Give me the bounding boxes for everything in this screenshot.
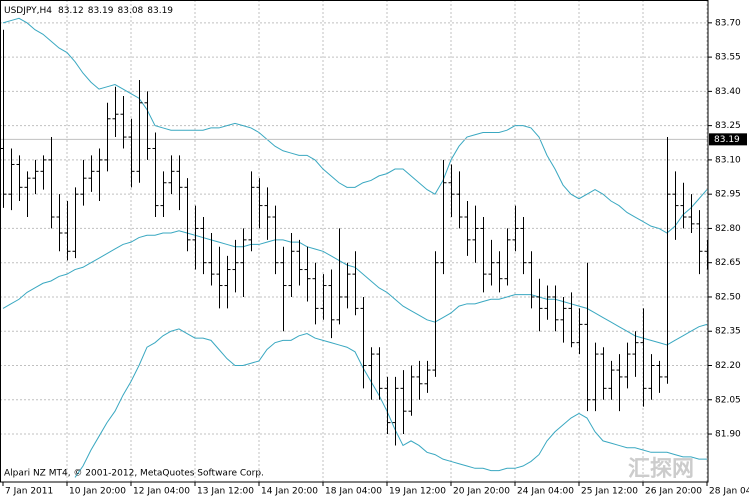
x-tick-label: 13 Jan 12:00 — [197, 487, 254, 497]
y-tick-label: 82.50 — [715, 292, 741, 302]
header-value: 83.19 — [88, 6, 114, 16]
x-tick-label: 26 Jan 20:00 — [645, 487, 702, 497]
y-tick-label: 81.90 — [715, 430, 741, 440]
header-value: 83.08 — [118, 6, 144, 16]
symbol: USDJPY,H4 — [4, 6, 52, 16]
header-value: 83.12 — [58, 6, 84, 16]
y-tick-label: 83.40 — [715, 87, 741, 97]
footer: Alpari NZ MT4, © 2001-2012, MetaQuotes S… — [4, 469, 264, 479]
y-tick-label: 82.05 — [715, 395, 741, 405]
x-tick-label: 12 Jan 04:00 — [133, 487, 190, 497]
y-tick-label: 83.25 — [715, 121, 741, 131]
y-tick-label: 82.80 — [715, 224, 741, 234]
bollinger-band — [74, 328, 707, 478]
chart-header: USDJPY,H4 83.12 83.19 83.08 83.19 — [4, 6, 173, 16]
y-tick-label: 82.95 — [715, 190, 741, 200]
x-tick-label: 10 Jan 20:00 — [69, 487, 126, 497]
watermark: 汇探网 — [628, 456, 694, 482]
price-label-box — [709, 133, 747, 146]
x-tick-label: 19 Jan 12:00 — [389, 487, 446, 497]
bollinger-band — [2, 17, 708, 234]
plot-frame — [0, 0, 709, 483]
axes: 83.70 83.55 83.40 83.25 83.10 82.95 82.80 82.65… — [2, 18, 749, 497]
header-value: 83.19 — [147, 6, 173, 16]
price-label: 83.19 — [714, 135, 740, 145]
y-tick-label: 83.10 — [715, 155, 741, 165]
x-tick-label: 18 Jan 04:00 — [325, 487, 382, 497]
y-tick-label: 82.65 — [715, 258, 741, 268]
x-tick-label: 25 Jan 12:00 — [581, 487, 638, 497]
plot-area — [0, 17, 708, 478]
x-tick-label: 28 Jan 04:00 — [709, 487, 749, 497]
y-tick-label: 82.35 — [715, 327, 741, 337]
x-tick-label: 7 Jan 2011 — [5, 487, 53, 497]
grid — [0, 0, 708, 482]
y-tick-label: 83.55 — [715, 53, 741, 63]
y-tick-label: 83.70 — [715, 18, 741, 28]
x-tick-label: 24 Jan 04:00 — [517, 487, 574, 497]
y-tick-label: 82.20 — [715, 361, 741, 371]
x-tick-label: 14 Jan 20:00 — [261, 487, 318, 497]
x-tick-label: 20 Jan 20:00 — [453, 487, 510, 497]
